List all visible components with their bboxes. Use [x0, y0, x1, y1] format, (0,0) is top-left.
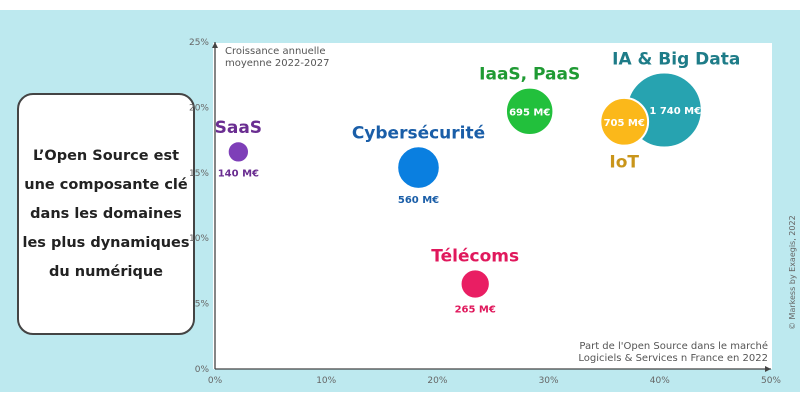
- y-axis-label: moyenne 2022-2027: [225, 58, 329, 69]
- credit: © Markess by Exaegis, 2022: [788, 215, 797, 330]
- callout-box: L’Open Source est une composante clé dan…: [17, 93, 195, 335]
- y-tick-label: 25%: [189, 38, 209, 48]
- bubble-value-label: 140 M€: [218, 169, 259, 180]
- bubble-saas: [226, 140, 251, 164]
- y-tick-label: 5%: [195, 300, 210, 310]
- callout-text: L’Open Source est une composante clé dan…: [22, 147, 190, 280]
- x-tick-label: 40%: [650, 376, 670, 386]
- y-axis-arrow: [212, 42, 218, 48]
- bubble-value-label: 705 M€: [604, 118, 645, 129]
- y-axis-label: Croissance annuelle: [225, 46, 326, 57]
- bubble-iot: [599, 96, 650, 147]
- bubble-iaas-paas: [504, 86, 555, 137]
- bubble-label: Cybersécurité: [352, 123, 485, 143]
- x-tick-label: 30%: [539, 376, 559, 386]
- bubble-value-label: 560 M€: [398, 195, 439, 206]
- x-axis-arrow: [765, 366, 771, 372]
- x-tick-label: 50%: [761, 376, 781, 386]
- y-tick-label: 0%: [195, 365, 210, 375]
- y-tick-label: 10%: [189, 234, 209, 244]
- x-tick-label: 10%: [316, 376, 336, 386]
- x-axis-label: Logiciels & Services n France en 2022: [578, 353, 768, 364]
- x-tick-label: 20%: [427, 376, 447, 386]
- bubble-label: IoT: [609, 153, 639, 173]
- bubble-label: SaaS: [215, 118, 262, 138]
- bubble-value-label: 695 M€: [509, 107, 550, 118]
- bubble-label: Télécoms: [431, 246, 519, 266]
- bubble-label: IaaS, PaaS: [479, 65, 580, 85]
- x-axis-label: Part de l'Open Source dans le marché: [579, 340, 768, 352]
- x-tick-label: 0%: [208, 376, 223, 386]
- bubble-cybers-curit-: [396, 145, 441, 190]
- bubble-value-label: 265 M€: [455, 305, 496, 316]
- y-tick-label: 20%: [189, 103, 209, 113]
- bubble-value-label: 1 740 M€: [649, 106, 701, 117]
- bubble-t-l-coms: [459, 268, 491, 300]
- bubble-label: IA & Big Data: [612, 49, 740, 69]
- y-tick-label: 15%: [189, 169, 209, 179]
